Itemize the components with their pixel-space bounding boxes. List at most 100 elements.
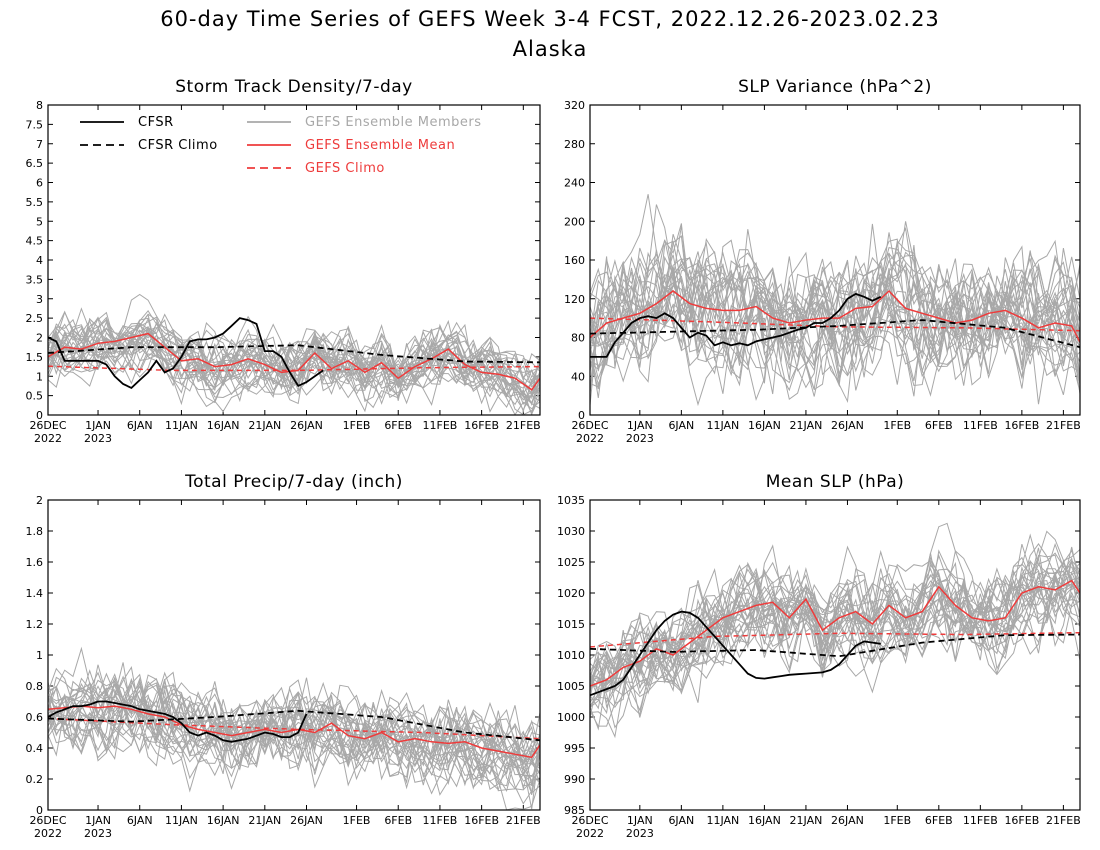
x-tick-label: 26DEC xyxy=(29,419,66,432)
y-tick-label: 0.8 xyxy=(26,680,44,693)
ensemble-member-line xyxy=(590,561,1080,703)
y-tick-label: 280 xyxy=(564,138,585,151)
series-lines xyxy=(48,700,540,759)
y-tick-label: 1035 xyxy=(557,494,585,507)
panel-3: Total Precip/7-day (inch)00.20.40.60.811… xyxy=(26,472,541,840)
ensemble-member-line xyxy=(48,675,540,805)
y-tick-label: 2.5 xyxy=(26,312,44,325)
ensemble-member-line xyxy=(590,194,1080,405)
gefs-climo-line xyxy=(48,717,540,740)
panel-title: Total Precip/7-day (inch) xyxy=(184,472,403,492)
x-tick-label: 16FEB xyxy=(1004,814,1039,827)
x-tick-label: 1JAN xyxy=(85,814,111,827)
ensemble-member-line xyxy=(590,239,1080,389)
panel-title: Mean SLP (hPa) xyxy=(766,472,905,492)
ensemble-members xyxy=(590,522,1080,739)
x-tick-label: 16JAN xyxy=(207,814,240,827)
x-tick-year-label: 2022 xyxy=(34,827,62,840)
y-tick-label: 160 xyxy=(564,254,585,267)
x-tick-year-label: 2022 xyxy=(576,432,604,445)
x-tick-label: 1FEB xyxy=(883,814,911,827)
y-tick-label: 1025 xyxy=(557,556,585,569)
x-tick-label: 16JAN xyxy=(748,814,781,827)
ensemble-member-line xyxy=(590,225,1080,354)
x-tick-label: 21JAN xyxy=(248,419,281,432)
ensemble-member-line xyxy=(590,522,1080,729)
ensemble-member-line xyxy=(590,533,1080,718)
x-tick-label: 26DEC xyxy=(571,814,608,827)
y-tick-label: 0 xyxy=(578,409,585,422)
x-tick-year-label: 2023 xyxy=(626,827,654,840)
x-tick-label: 6FEB xyxy=(925,419,953,432)
ensemble-member-line xyxy=(590,226,1080,397)
y-tick-label: 2 xyxy=(36,494,43,507)
y-tick-label: 8 xyxy=(36,99,43,112)
x-tick-label: 6JAN xyxy=(127,814,153,827)
y-tick-label: 6 xyxy=(36,177,43,190)
y-tick-label: 1010 xyxy=(557,649,585,662)
ensemble-member-line xyxy=(48,317,540,401)
x-tick-label: 1FEB xyxy=(883,419,911,432)
y-tick-label: 1 xyxy=(36,370,43,383)
ensemble-members xyxy=(590,194,1080,407)
y-tick-label: 0.2 xyxy=(26,773,44,786)
y-tick-label: 1005 xyxy=(557,680,585,693)
y-tick-label: 2 xyxy=(36,332,43,345)
ensemble-members xyxy=(48,293,540,415)
gefs-ensemble-mean-line xyxy=(590,289,1080,343)
x-tick-label: 21FEB xyxy=(1046,814,1081,827)
panel-title: Storm Track Density/7-day xyxy=(175,77,412,97)
ensemble-member-line xyxy=(590,572,1080,690)
y-tick-label: 0 xyxy=(36,804,43,817)
y-tick-label: 0.6 xyxy=(26,711,44,724)
cfsr-line xyxy=(48,700,308,743)
y-tick-label: 80 xyxy=(571,332,585,345)
y-tick-label: 40 xyxy=(571,370,585,383)
main-subtitle: Alaska xyxy=(513,37,588,61)
y-tick-label: 1.6 xyxy=(26,556,44,569)
ensemble-member-line xyxy=(48,671,540,773)
y-tick-label: 5.5 xyxy=(26,196,44,209)
x-tick-label: 21JAN xyxy=(248,814,281,827)
y-tick-label: 1.5 xyxy=(26,351,44,364)
x-tick-label: 6FEB xyxy=(384,814,412,827)
x-tick-label: 16JAN xyxy=(207,419,240,432)
x-tick-label: 16FEB xyxy=(464,419,499,432)
legend-label: CFSR Climo xyxy=(138,138,218,153)
x-tick-label: 26DEC xyxy=(571,419,608,432)
cfsr-line xyxy=(48,317,324,389)
x-tick-label: 21JAN xyxy=(790,814,823,827)
x-tick-label: 1JAN xyxy=(627,814,653,827)
y-tick-label: 0.4 xyxy=(26,742,44,755)
y-tick-label: 1030 xyxy=(557,525,585,538)
x-tick-label: 1FEB xyxy=(343,419,371,432)
y-tick-label: 1015 xyxy=(557,618,585,631)
x-tick-label: 26DEC xyxy=(29,814,66,827)
ensemble-member-line xyxy=(590,544,1080,689)
cfsr-climo-line xyxy=(48,709,540,742)
x-tick-label: 26JAN xyxy=(290,814,323,827)
legend: CFSR CFSR Climo GEFS Ensemble Members GEFS … xyxy=(80,115,481,176)
ensemble-member-line xyxy=(590,560,1080,689)
series-lines xyxy=(590,289,1080,358)
x-tick-year-label: 2023 xyxy=(84,827,112,840)
ensemble-member-line xyxy=(590,549,1080,712)
y-tick-label: 1.8 xyxy=(26,525,44,538)
y-tick-label: 990 xyxy=(564,773,585,786)
ensemble-member-line xyxy=(590,238,1080,407)
legend-label: GEFS Climo xyxy=(305,161,385,176)
x-tick-label: 1JAN xyxy=(627,419,653,432)
x-tick-label: 21FEB xyxy=(1046,419,1081,432)
x-tick-label: 6JAN xyxy=(668,419,694,432)
ensemble-member-line xyxy=(590,251,1080,388)
cfsr-climo-line xyxy=(48,344,540,364)
y-tick-label: 3.5 xyxy=(26,273,44,286)
ensemble-member-line xyxy=(48,671,540,788)
y-tick-label: 0.5 xyxy=(26,390,44,403)
y-tick-label: 7 xyxy=(36,138,43,151)
x-tick-label: 26JAN xyxy=(831,814,864,827)
plot-frame xyxy=(589,499,1081,811)
ensemble-member-line xyxy=(48,677,540,810)
cfsr-climo-line xyxy=(590,633,1080,658)
